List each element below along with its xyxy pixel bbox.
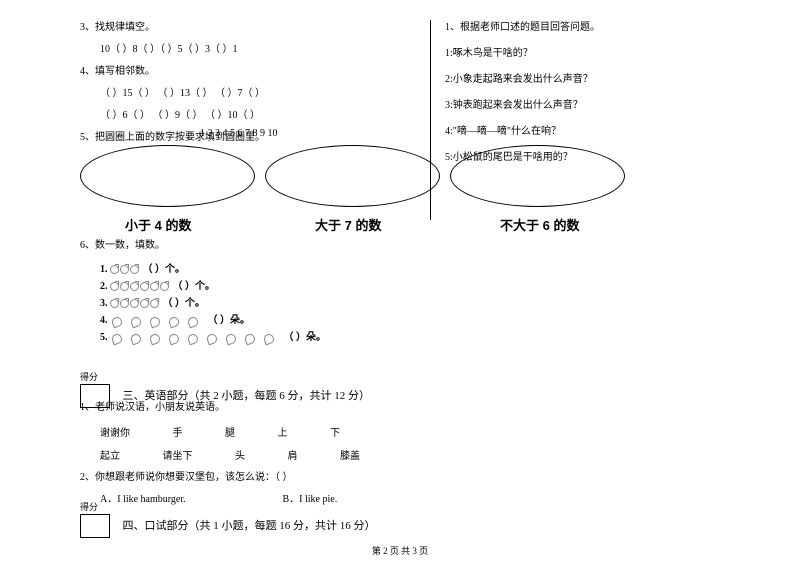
section-4-header: 得分 四、口试部分（共 1 小题，每题 16 分，共计 16 分） xyxy=(80,500,580,538)
word-row-1: 谢谢你 手 腿 上 下 xyxy=(100,424,580,439)
ellipse-2 xyxy=(265,145,440,207)
word: 头 xyxy=(235,447,245,462)
q6-row5: 5. （ ）朵。 xyxy=(100,328,480,343)
score-box xyxy=(80,514,110,538)
rq-item-3: 3:钟表跑起来会发出什么声音？ xyxy=(445,98,745,114)
number-list: 1 2 3 4 5 6 7 8 9 10 xyxy=(200,128,278,139)
q6-row3: 3. （ ）个。 xyxy=(100,294,480,309)
question-6: 6、数一数，填数。 1. （ ）个。 2. （ ）个。 3. （ ）个。 4. … xyxy=(80,238,480,345)
q3-content: 10（ ）8（ ）（ ）5（ ）3（ ）1 xyxy=(80,42,425,58)
word: 手 xyxy=(173,424,183,439)
word: 腿 xyxy=(225,424,235,439)
shrimp-icons xyxy=(110,332,281,343)
right-column: 1、根据老师口述的题目回答问题。 1:啄木鸟是干啥的？ 2:小象走起路来会发出什… xyxy=(445,20,745,172)
row-suffix: （ ）个。 xyxy=(173,281,216,292)
q4-row1: （ ）15（ ） （ ）13（ ） （ ）7（ ） xyxy=(80,86,425,102)
ellipse-label-3: 不大于 6 的数 xyxy=(500,215,579,234)
rq-item-1: 1:啄木鸟是干啥的？ xyxy=(445,46,745,62)
s3-q2: 2、你想跟老师说你想要汉堡包，该怎么说：（ ） xyxy=(80,470,580,486)
rq-item-2: 2:小象走起路来会发出什么声音？ xyxy=(445,72,745,88)
q6-row4: 4. （ ）朵。 xyxy=(100,311,480,326)
q6-title: 6、数一数，填数。 xyxy=(80,238,480,254)
row-num: 5. xyxy=(100,332,108,343)
q6-row1: 1. （ ）个。 xyxy=(100,260,480,275)
q6-row2: 2. （ ）个。 xyxy=(100,277,480,292)
word-row-2: 起立 请坐下 头 肩 膝盖 xyxy=(100,447,580,462)
row-num: 4. xyxy=(100,315,108,326)
ellipse-label-2: 大于 7 的数 xyxy=(315,215,381,234)
worksheet-page: 3、找规律填空。 10（ ）8（ ）（ ）5（ ）3（ ）1 4、填写相邻数。 … xyxy=(0,0,800,565)
rq-item-5: 5:小松鼠的尾巴是干啥用的？ xyxy=(445,150,745,166)
row-suffix: （ ）朵。 xyxy=(208,315,251,326)
ellipse-label-1: 小于 4 的数 xyxy=(125,215,191,234)
word: 请坐下 xyxy=(163,447,193,462)
word: 膝盖 xyxy=(340,447,360,462)
row-num: 3. xyxy=(100,298,108,309)
word: 谢谢你 xyxy=(100,424,130,439)
page-footer: 第 2 页 共 3 页 xyxy=(0,544,800,557)
row-suffix: （ ）个。 xyxy=(143,264,186,275)
word: 上 xyxy=(278,424,288,439)
row-num: 1. xyxy=(100,264,108,275)
section-3-body: 1、老师说汉语，小朋友说英语。 谢谢你 手 腿 上 下 起立 请坐下 头 肩 膝… xyxy=(80,400,580,514)
row-num: 2. xyxy=(100,281,108,292)
apple-icons xyxy=(110,298,160,309)
apple-icons xyxy=(110,264,140,275)
s3-q1: 1、老师说汉语，小朋友说英语。 xyxy=(80,400,580,416)
ellipse-1 xyxy=(80,145,255,207)
shrimp-icons xyxy=(110,315,205,326)
q3-title: 3、找规律填空。 xyxy=(80,20,425,36)
rq1-title: 1、根据老师口述的题目回答问题。 xyxy=(445,20,745,36)
word: 肩 xyxy=(288,447,298,462)
section-4-heading: 四、口试部分（共 1 小题，每题 16 分，共计 16 分） xyxy=(123,514,376,538)
word: 起立 xyxy=(100,447,120,462)
score-label: 得分 xyxy=(80,370,580,383)
rq-item-4: 4:"嘀—嘀—嘀"什么在响？ xyxy=(445,124,745,140)
q4-row2: （ ）6（ ） （ ）9（ ） （ ）10（ ） xyxy=(80,108,425,124)
apple-icons xyxy=(110,281,170,292)
q4-title: 4、填写相邻数。 xyxy=(80,64,425,80)
row-suffix: （ ）朵。 xyxy=(284,332,327,343)
word: 下 xyxy=(330,424,340,439)
row-suffix: （ ）个。 xyxy=(163,298,206,309)
score-label: 得分 xyxy=(80,500,580,513)
